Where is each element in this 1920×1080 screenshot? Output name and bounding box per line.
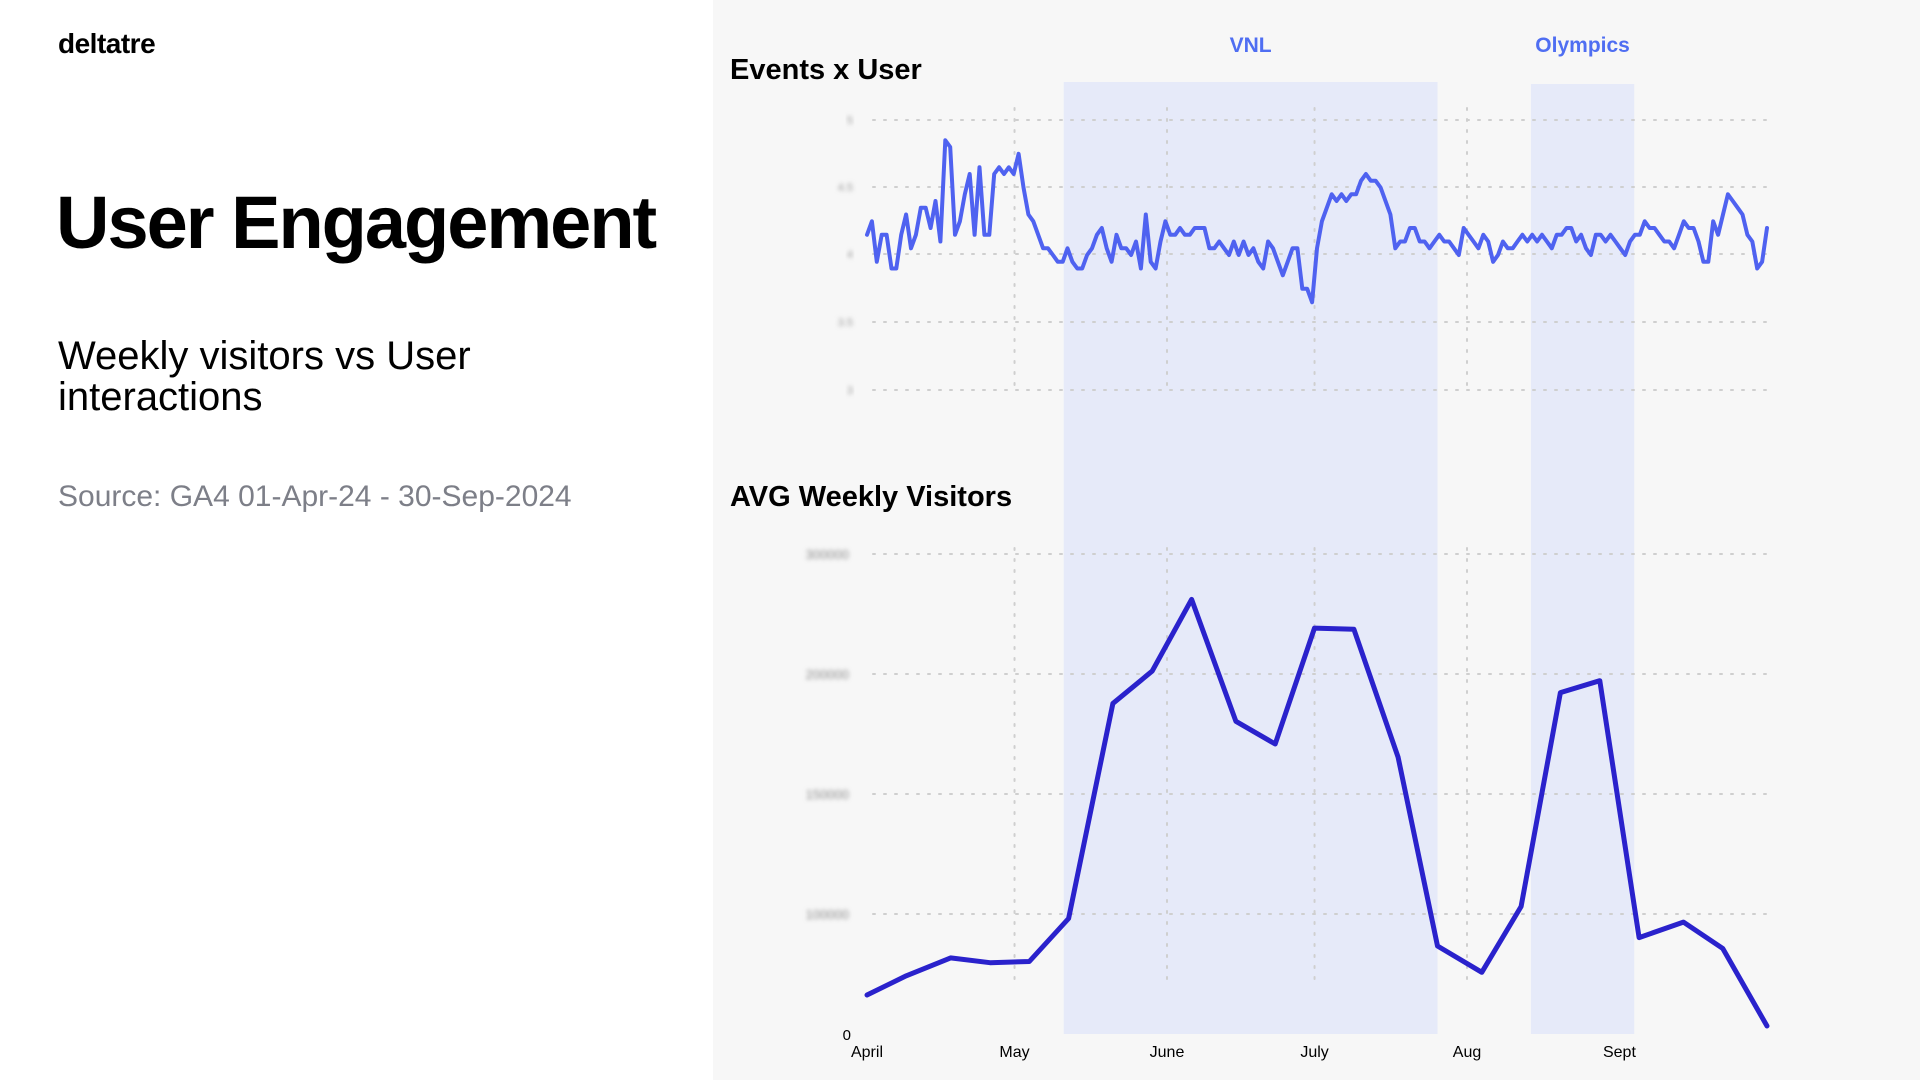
x-month-label-july: July [1300, 1044, 1328, 1061]
weekly-visitors-line [864, 596, 1770, 1029]
page-subtitle: Weekly visitors vs User interactions [58, 334, 471, 419]
visitors-y-tick-label: 200000 [806, 667, 849, 682]
source-note: Source: GA4 01-Apr-24 - 30-Sep-2024 [58, 480, 572, 513]
events-y-tick-label: 5 [847, 115, 853, 127]
events-y-tick-label: 3 [847, 385, 853, 397]
chart-panel: 5 4.5 4 3.5 3 300000 200000 150000 100000 0 April… [713, 0, 1920, 1080]
x-month-label-sept: Sept [1603, 1044, 1636, 1061]
events-chart-title: Events x User [730, 54, 922, 86]
highlight-band-olympics [1530, 84, 1635, 1034]
period-label-vnl: VNL [1230, 34, 1272, 57]
events-y-tick-label: 3.5 [838, 317, 853, 329]
x-month-label-april: April [851, 1044, 883, 1061]
visitors-y-tick-label: 150000 [806, 787, 849, 802]
highlight-band-vnl [1063, 82, 1438, 1034]
visitors-y-zero-label: 0 [843, 1027, 851, 1044]
deltatre-logo: deltatre [58, 28, 156, 59]
x-month-label-aug: Aug [1453, 1044, 1481, 1061]
events-y-tick-label: 4 [847, 249, 853, 261]
x-month-label-june: June [1150, 1044, 1185, 1061]
visitors-y-tick-label: 100000 [806, 907, 849, 922]
page-title: User Engagement [56, 181, 657, 264]
visitors-chart-title: AVG Weekly Visitors [730, 481, 1013, 513]
x-month-label-may: May [999, 1044, 1029, 1061]
events-y-tick-label: 4.5 [838, 182, 853, 194]
left-panel: deltatre User Engagement Weekly visitors… [0, 0, 713, 1080]
charts-svg: 5 4.5 4 3.5 3 300000 200000 150000 100000 0 April… [806, 34, 1770, 1061]
period-label-olympics: Olympics [1535, 34, 1630, 57]
visitors-y-tick-label: 300000 [806, 547, 849, 562]
events-per-user-line [865, 138, 1769, 305]
